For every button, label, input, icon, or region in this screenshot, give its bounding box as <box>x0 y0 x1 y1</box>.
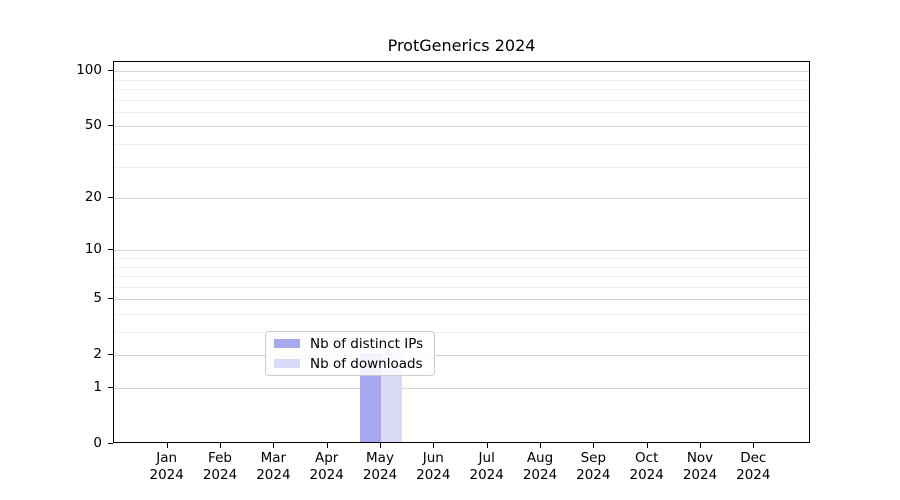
y-tick-mark <box>108 70 113 72</box>
major-gridline <box>114 71 809 73</box>
y-tick-mark <box>108 298 113 300</box>
minor-gridline <box>114 257 809 259</box>
legend-row-downloads: Nb of downloads <box>266 355 434 373</box>
x-tick-mark <box>380 443 381 448</box>
x-axis-tick-label: Dec 2024 <box>736 450 771 483</box>
y-axis-tick-label: 20 <box>84 189 102 205</box>
x-tick-mark <box>166 443 168 448</box>
x-axis-tick-label: May 2024 <box>362 450 398 483</box>
minor-gridline <box>114 88 809 90</box>
y-tick-mark <box>108 197 113 198</box>
y-axis-tick-label: 5 <box>93 290 102 307</box>
minor-gridline <box>114 99 809 101</box>
y-axis-tick-label: 100 <box>76 62 102 79</box>
x-axis-tick-label: Jan 2024 <box>149 450 184 483</box>
x-tick-mark <box>540 443 541 448</box>
major-gridline <box>114 250 809 252</box>
x-tick-mark <box>220 443 221 448</box>
minor-gridline <box>114 313 809 315</box>
x-axis-tick-label: Oct 2024 <box>629 450 664 483</box>
y-tick-mark <box>108 354 113 356</box>
x-axis-tick-label: Nov 2024 <box>682 450 718 483</box>
legend-label-distinct-ips: Nb of distinct IPs <box>310 335 424 352</box>
y-tick-mark <box>108 249 113 251</box>
minor-gridline <box>114 286 809 288</box>
y-tick-mark <box>108 125 113 127</box>
y-axis-tick-label: 10 <box>84 241 102 258</box>
x-axis-tick-label: Jul 2024 <box>469 450 504 483</box>
major-gridline <box>114 198 809 199</box>
x-tick-mark <box>646 443 648 448</box>
x-tick-mark <box>700 443 701 448</box>
y-tick-mark <box>108 387 113 388</box>
y-axis-tick-label: 2 <box>93 346 102 363</box>
x-axis-tick-label: Mar 2024 <box>256 450 291 483</box>
x-axis-tick-label: Feb 2024 <box>202 450 238 483</box>
minor-gridline <box>114 266 809 268</box>
legend-label-downloads: Nb of downloads <box>310 355 423 372</box>
x-axis-tick-label: Aug 2024 <box>522 450 558 483</box>
major-gridline <box>114 126 809 128</box>
minor-gridline <box>114 111 809 113</box>
minor-gridline <box>114 276 809 277</box>
x-tick-mark <box>326 443 328 448</box>
x-tick-mark <box>753 443 755 448</box>
major-gridline <box>114 299 809 301</box>
minor-gridline <box>114 166 809 168</box>
major-gridline <box>114 355 809 357</box>
x-tick-mark <box>486 443 488 448</box>
legend-swatch-downloads <box>274 359 300 368</box>
legend: Nb of distinct IPs Nb of downloads <box>265 331 435 376</box>
x-tick-mark <box>593 443 595 448</box>
minor-gridline <box>114 79 809 81</box>
legend-swatch-distinct-ips <box>274 339 300 348</box>
y-axis-tick-label: 50 <box>84 117 102 134</box>
x-axis-tick-label: Jun 2024 <box>416 450 451 483</box>
minor-gridline <box>114 332 809 333</box>
major-gridline <box>114 388 809 389</box>
x-axis-tick-label: Sep 2024 <box>576 450 611 483</box>
x-axis-tick-label: Apr 2024 <box>309 450 344 483</box>
legend-row-distinct-ips: Nb of distinct IPs <box>266 335 434 353</box>
y-axis-tick-label: 0 <box>93 435 102 451</box>
chart-title: ProtGenerics 2024 <box>387 36 536 55</box>
y-tick-mark <box>108 443 113 444</box>
minor-gridline <box>114 143 809 145</box>
plot-area <box>113 61 810 443</box>
x-tick-mark <box>433 443 435 448</box>
x-tick-mark <box>273 443 275 448</box>
y-axis-tick-label: 1 <box>93 379 102 395</box>
